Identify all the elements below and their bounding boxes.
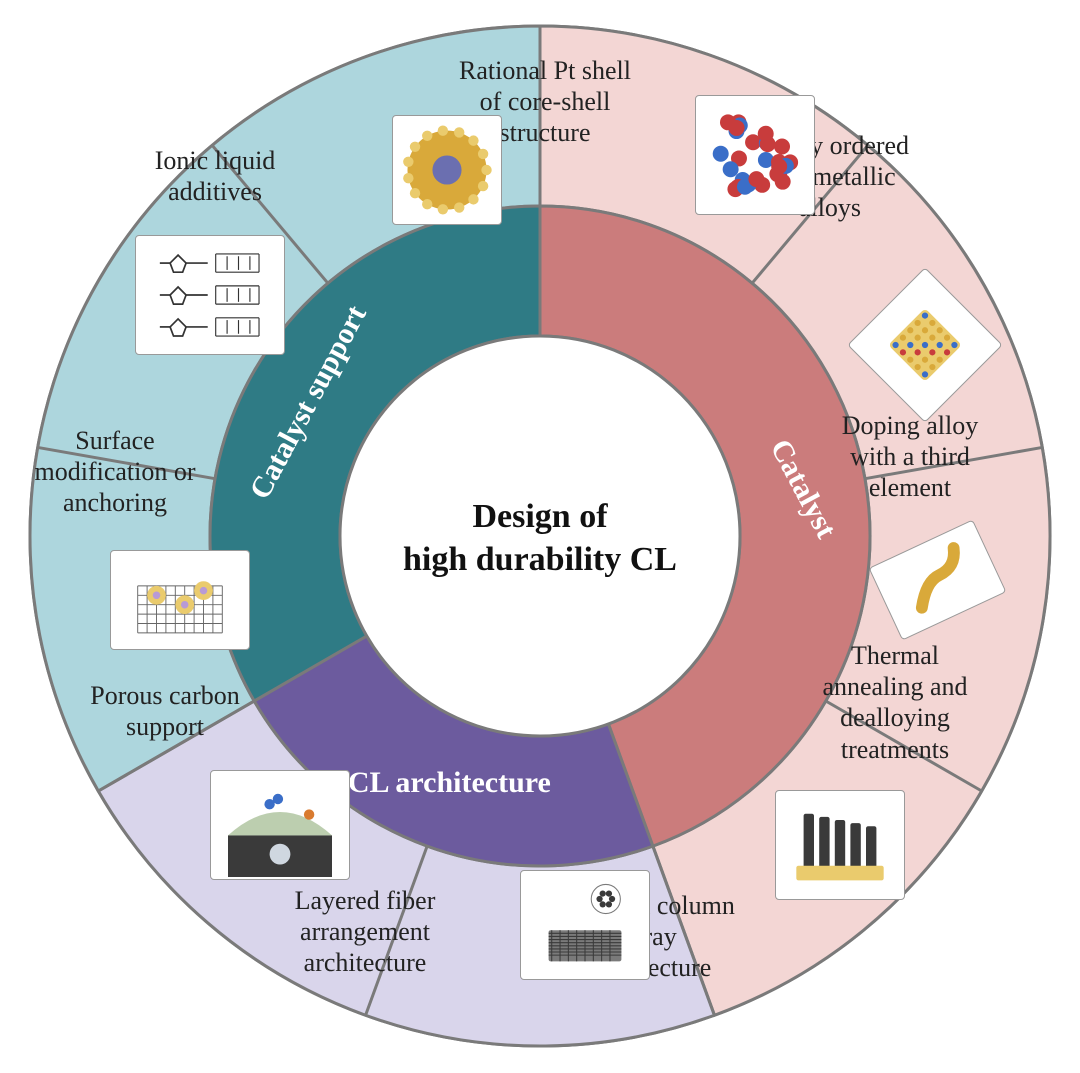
segment-thumb-core_shell [392,115,502,225]
segment-thumb-ionic [135,235,285,355]
category-label-cl_arch: CL architecture [348,766,551,799]
segment-thumb-anchoring [110,550,250,650]
segment-thumb-columns [775,790,905,900]
segment-thumb-porous [210,770,350,880]
center-title-line1: Design of [472,498,607,535]
diagram-root: CatalystCL architectureCatalyst supportD… [0,0,1080,1073]
center-title: Design of high durability CL [380,496,700,581]
segment-thumb-fibers [520,870,650,980]
segment-thumb-intermetallic [695,95,815,215]
center-title-line2: high durability CL [403,541,677,578]
